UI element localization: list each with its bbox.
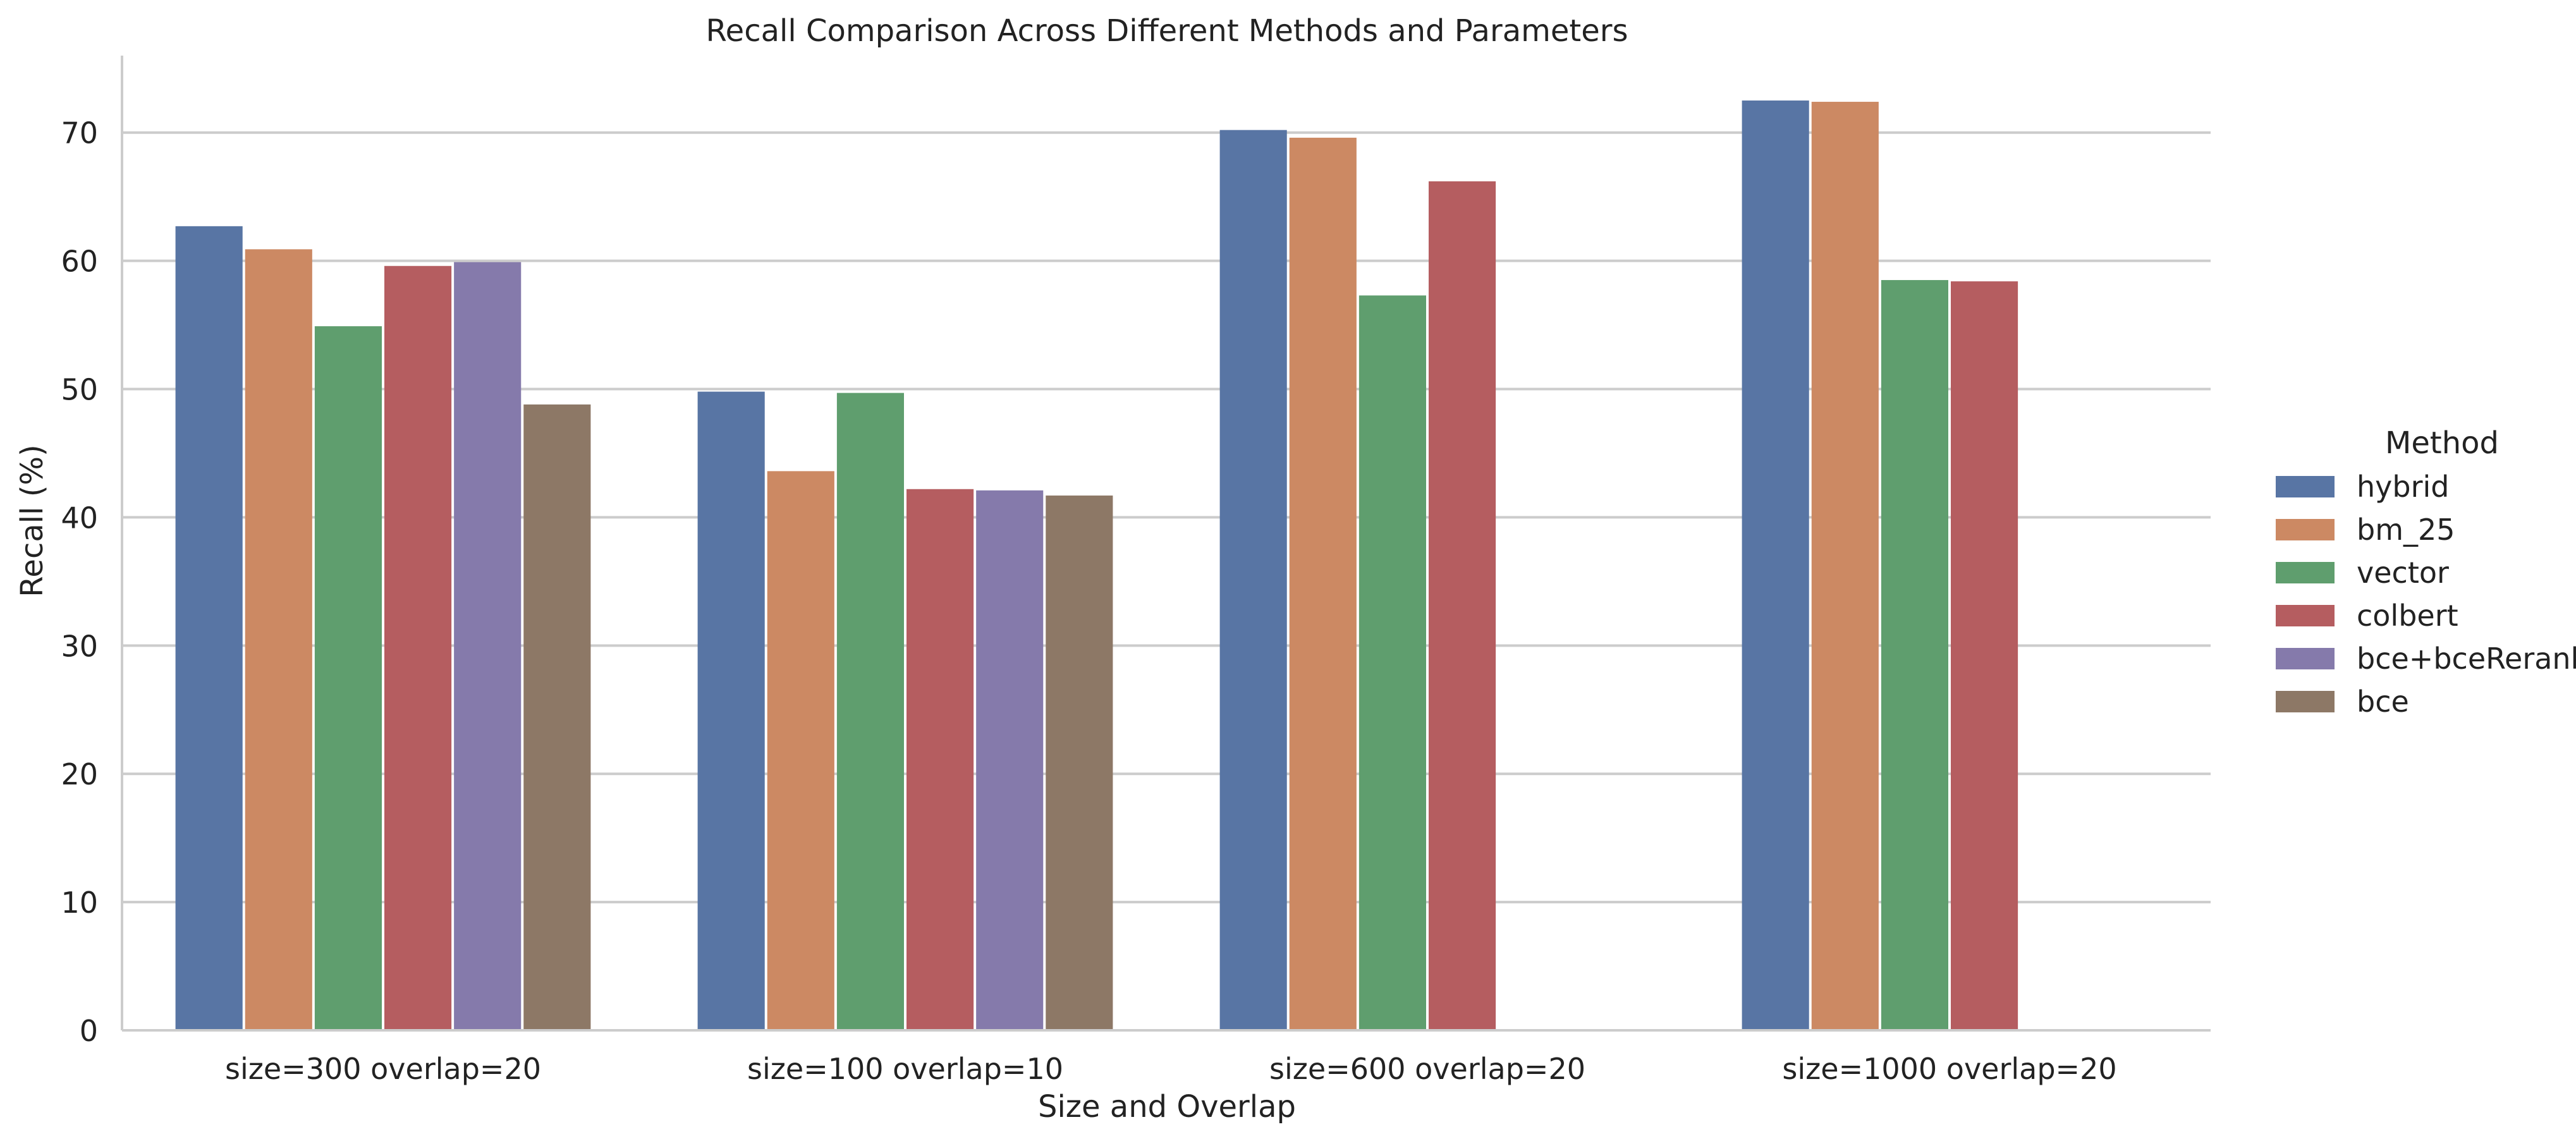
bar-bce-bcererank	[454, 262, 522, 1030]
x-axis-label: Size and Overlap	[1038, 1089, 1296, 1125]
legend-swatch	[2276, 519, 2335, 540]
bar-vector	[1881, 280, 1948, 1030]
legend-swatch	[2276, 562, 2335, 583]
legend-swatch	[2276, 648, 2335, 669]
bar-hybrid	[1219, 130, 1287, 1030]
bar-bce	[1046, 495, 1113, 1030]
bar-hybrid	[1742, 101, 1809, 1030]
legend-swatch	[2276, 605, 2335, 626]
axes	[121, 56, 2211, 1032]
bar-bce	[523, 404, 591, 1030]
bar-vector	[836, 393, 904, 1030]
chart-title: Recall Comparison Across Different Metho…	[705, 13, 1628, 49]
legend-swatch	[2276, 476, 2335, 497]
y-tick-label: 30	[61, 629, 98, 663]
bar-hybrid	[697, 391, 765, 1030]
bar-colbert	[384, 265, 452, 1031]
x-tick-label: size=300 overlap=20	[225, 1052, 541, 1086]
legend-label: colbert	[2357, 599, 2458, 633]
legend-title: Method	[2385, 425, 2499, 461]
y-tick-label: 20	[61, 757, 98, 791]
y-axis-label: Recall (%)	[15, 444, 50, 597]
legend-label: hybrid	[2357, 470, 2449, 504]
bar-hybrid	[175, 226, 243, 1031]
bar-vector	[314, 326, 382, 1030]
bar-colbert	[906, 489, 974, 1030]
y-tick-label: 60	[61, 245, 98, 279]
y-tick-label: 10	[61, 886, 98, 920]
bar-bm-25	[1289, 137, 1357, 1030]
x-tick-label: size=100 overlap=10	[747, 1052, 1063, 1086]
legend-label: bce+bceRerank	[2357, 642, 2576, 676]
tick-labels: 0 10 20 30 40 50 60 70 size=300 overlap=20 size=1…	[61, 116, 2116, 1086]
bar-bm-25	[1811, 102, 1879, 1030]
bar-bm-25	[767, 471, 834, 1030]
bars	[175, 101, 2018, 1031]
legend-label: bce	[2357, 685, 2409, 719]
x-tick-label: size=1000 overlap=20	[1782, 1052, 2116, 1086]
bar-vector	[1358, 295, 1426, 1031]
bar-bm-25	[245, 249, 312, 1030]
y-tick-label: 0	[80, 1014, 98, 1048]
legend-label: bm_25	[2357, 513, 2455, 547]
legend-label: vector	[2357, 556, 2449, 590]
bar-bce-bcererank	[976, 490, 1044, 1030]
y-tick-label: 50	[61, 373, 98, 407]
y-tick-label: 70	[61, 116, 98, 150]
bar-colbert	[1429, 181, 1496, 1030]
bar-colbert	[1951, 281, 2018, 1030]
legend-swatch	[2276, 691, 2335, 712]
x-tick-label: size=600 overlap=20	[1269, 1052, 1585, 1086]
y-tick-label: 40	[61, 501, 98, 535]
